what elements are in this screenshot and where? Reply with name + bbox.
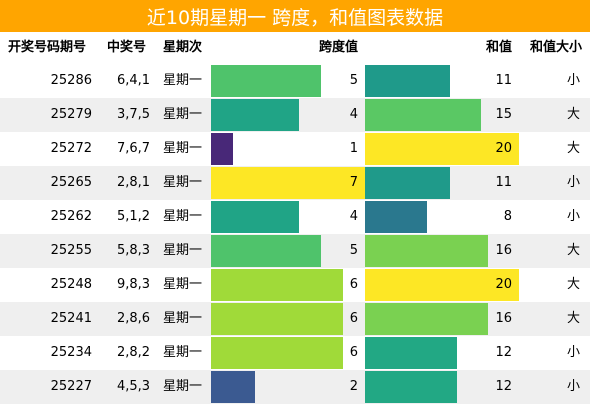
numbers-cell: 2,8,2 <box>117 345 151 360</box>
span-value: 1 <box>349 141 358 156</box>
numbers-cell: 5,1,2 <box>117 209 151 224</box>
sum-value: 20 <box>495 141 512 156</box>
header-span: 跨度值 <box>318 40 358 55</box>
sum-bar <box>365 235 488 267</box>
size-cell: 大 <box>566 277 580 292</box>
table-row: 25286 6,4,1 星期一 5 11 小 <box>0 64 590 98</box>
size-cell: 大 <box>566 141 580 156</box>
issue-cell: 25262 <box>50 209 92 224</box>
table-row: 25248 9,8,3 星期一 6 20 大 <box>0 268 590 302</box>
span-bar <box>211 201 299 233</box>
span-value: 7 <box>349 175 358 190</box>
span-bar <box>211 99 299 131</box>
sum-bar <box>365 65 450 97</box>
issue-cell: 25286 <box>50 73 92 88</box>
header-numbers: 中奖号 <box>107 40 147 55</box>
table-row: 25272 7,6,7 星期一 1 20 大 <box>0 132 590 166</box>
weekday-cell: 星期一 <box>163 73 203 88</box>
span-value: 5 <box>349 243 358 258</box>
issue-cell: 25272 <box>50 141 92 156</box>
page-title: 近10期星期一 跨度，和值图表数据 <box>0 0 590 32</box>
numbers-cell: 2,8,6 <box>117 311 151 326</box>
numbers-cell: 2,8,1 <box>117 175 151 190</box>
span-bar <box>211 167 365 199</box>
size-cell: 小 <box>566 175 580 190</box>
table-row: 25241 2,8,6 星期一 6 16 大 <box>0 302 590 336</box>
sum-value: 16 <box>495 311 512 326</box>
table-row: 25227 4,5,3 星期一 2 12 小 <box>0 370 590 404</box>
sum-bar <box>365 303 488 335</box>
span-bar <box>211 235 321 267</box>
table-row: 25265 2,8,1 星期一 7 11 小 <box>0 166 590 200</box>
issue-cell: 25255 <box>50 243 92 258</box>
numbers-cell: 7,6,7 <box>117 141 151 156</box>
issue-cell: 25265 <box>50 175 92 190</box>
weekday-cell: 星期一 <box>163 175 203 190</box>
numbers-cell: 9,8,3 <box>117 277 151 292</box>
sum-bar <box>365 99 481 131</box>
numbers-cell: 4,5,3 <box>117 379 151 394</box>
issue-cell: 25234 <box>50 345 92 360</box>
span-value: 2 <box>349 379 358 394</box>
sum-value: 8 <box>503 209 512 224</box>
sum-value: 12 <box>495 379 512 394</box>
header-size: 和值大小 <box>529 40 582 55</box>
weekday-cell: 星期一 <box>163 311 203 326</box>
sum-bar <box>365 269 519 301</box>
weekday-cell: 星期一 <box>163 379 203 394</box>
sum-value: 11 <box>495 175 512 190</box>
table-row: 25234 2,8,2 星期一 6 12 小 <box>0 336 590 370</box>
span-value: 5 <box>349 73 358 88</box>
sum-value: 15 <box>495 107 512 122</box>
size-cell: 小 <box>566 209 580 224</box>
sum-value: 11 <box>495 73 512 88</box>
issue-cell: 25279 <box>50 107 92 122</box>
header-weekday: 星期次 <box>163 40 203 55</box>
span-value: 6 <box>349 277 358 292</box>
header-issue: 开奖号码期号 <box>8 40 87 55</box>
weekday-cell: 星期一 <box>163 345 203 360</box>
span-bar <box>211 337 343 369</box>
weekday-cell: 星期一 <box>163 141 203 156</box>
table-header: 开奖号码期号 中奖号 星期次 跨度值 和值 和值大小 <box>0 32 590 64</box>
size-cell: 大 <box>566 311 580 326</box>
span-bar <box>211 269 343 301</box>
size-cell: 小 <box>566 73 580 88</box>
span-bar <box>211 303 343 335</box>
sum-value: 16 <box>495 243 512 258</box>
issue-cell: 25227 <box>50 379 92 394</box>
size-cell: 大 <box>566 107 580 122</box>
span-bar <box>211 65 321 97</box>
table-row: 25279 3,7,5 星期一 4 15 大 <box>0 98 590 132</box>
numbers-cell: 3,7,5 <box>117 107 151 122</box>
issue-cell: 25248 <box>50 277 92 292</box>
weekday-cell: 星期一 <box>163 209 203 224</box>
span-bar <box>211 133 233 165</box>
weekday-cell: 星期一 <box>163 243 203 258</box>
size-cell: 大 <box>566 243 580 258</box>
sum-value: 12 <box>495 345 512 360</box>
table-row: 25262 5,1,2 星期一 4 8 小 <box>0 200 590 234</box>
sum-bar <box>365 337 457 369</box>
weekday-cell: 星期一 <box>163 107 203 122</box>
sum-value: 20 <box>495 277 512 292</box>
span-bar <box>211 371 255 403</box>
numbers-cell: 5,8,3 <box>117 243 151 258</box>
numbers-cell: 6,4,1 <box>117 73 151 88</box>
header-sum: 和值 <box>485 40 512 55</box>
weekday-cell: 星期一 <box>163 277 203 292</box>
span-value: 4 <box>349 209 358 224</box>
sum-bar <box>365 133 519 165</box>
size-cell: 小 <box>566 345 580 360</box>
sum-bar <box>365 371 457 403</box>
size-cell: 小 <box>566 379 580 394</box>
table-row: 25255 5,8,3 星期一 5 16 大 <box>0 234 590 268</box>
sum-bar <box>365 201 427 233</box>
span-value: 6 <box>349 311 358 326</box>
sum-bar <box>365 167 450 199</box>
span-value: 4 <box>349 107 358 122</box>
span-value: 6 <box>349 345 358 360</box>
issue-cell: 25241 <box>50 311 92 326</box>
